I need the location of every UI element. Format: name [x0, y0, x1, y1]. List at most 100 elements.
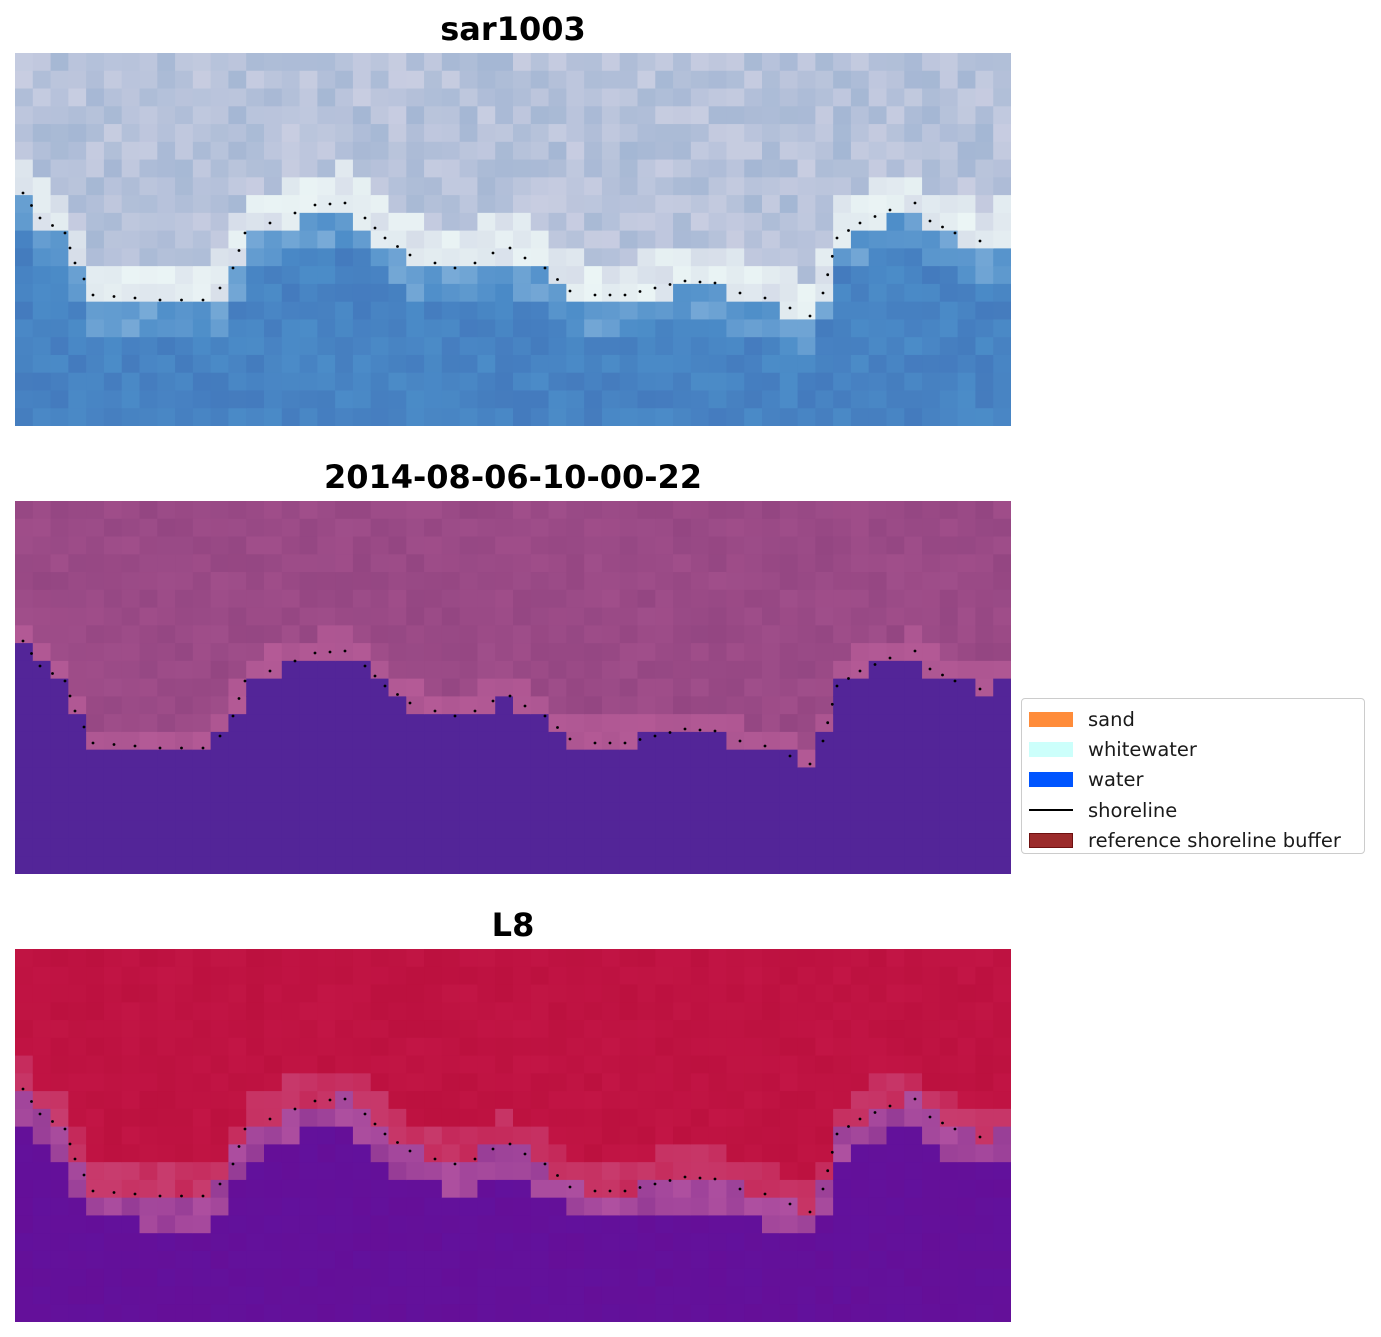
image-pixel: [139, 372, 158, 392]
image-pixel: [103, 643, 123, 662]
image-pixel: [886, 248, 905, 267]
image-pixel: [139, 1233, 158, 1252]
image-pixel: [352, 230, 372, 249]
image-pixel: [281, 1144, 301, 1163]
image-pixel: [815, 714, 834, 733]
image-pixel: [957, 390, 977, 409]
image-pixel: [388, 572, 407, 591]
image-pixel: [299, 283, 318, 303]
image-pixel: [32, 572, 52, 591]
image-pixel: [406, 1233, 425, 1252]
image-pixel: [797, 230, 816, 249]
image-pixel: [939, 1286, 959, 1305]
image-pixel: [210, 124, 230, 143]
image-pixel: [157, 283, 176, 303]
image-pixel: [708, 408, 728, 426]
image-pixel: [548, 1073, 567, 1092]
image-pixel: [477, 283, 496, 303]
image-pixel: [850, 230, 870, 249]
image-pixel: [566, 1091, 585, 1110]
image-pixel: [86, 749, 105, 769]
image-pixel: [690, 554, 710, 573]
image-pixel: [833, 1162, 852, 1181]
image-pixel: [886, 1215, 905, 1234]
image-pixel: [32, 1055, 52, 1074]
image-pixel: [797, 536, 816, 555]
image-pixel: [886, 1268, 905, 1288]
image-pixel: [566, 1304, 585, 1322]
image-pixel: [619, 1091, 639, 1110]
shoreline-point: [543, 714, 547, 718]
image-pixel: [281, 301, 301, 321]
image-pixel: [797, 856, 816, 874]
image-pixel: [530, 820, 550, 840]
image-pixel: [779, 266, 799, 285]
image-pixel: [32, 1162, 52, 1181]
image-pixel: [850, 1073, 870, 1092]
image-pixel: [299, 607, 318, 626]
image-pixel: [264, 1179, 283, 1199]
image-pixel: [690, 390, 710, 409]
image-pixel: [370, 1020, 390, 1039]
image-pixel: [619, 319, 639, 338]
image-pixel: [192, 1250, 212, 1270]
image-pixel: [157, 1250, 176, 1270]
image-pixel: [228, 625, 247, 644]
image-pixel: [655, 1250, 674, 1270]
image-pixel: [993, 1091, 1011, 1110]
image-pixel: [50, 714, 69, 733]
shoreline-point: [201, 1194, 205, 1198]
image-pixel: [228, 984, 247, 1003]
image-pixel: [406, 838, 425, 857]
image-pixel: [228, 1020, 247, 1039]
image-pixel: [192, 88, 212, 107]
image-pixel: [815, 53, 834, 72]
image-pixel: [424, 1197, 443, 1217]
image-pixel: [103, 337, 123, 356]
image-pixel: [299, 390, 318, 409]
image-pixel: [86, 536, 105, 555]
image-pixel: [690, 1197, 710, 1217]
image-pixel: [619, 949, 639, 968]
image-pixel: [68, 984, 87, 1003]
image-pixel: [317, 785, 336, 804]
image-pixel: [281, 141, 301, 161]
image-pixel: [655, 1073, 674, 1092]
image-pixel: [68, 966, 87, 986]
image-pixel: [673, 984, 692, 1003]
image-pixel: [815, 106, 834, 125]
image-pixel: [637, 319, 656, 338]
image-pixel: [548, 195, 567, 214]
image-pixel: [939, 1144, 959, 1163]
image-pixel: [850, 820, 870, 840]
shoreline-point: [847, 677, 850, 680]
image-pixel: [495, 572, 514, 591]
image-pixel: [139, 1020, 158, 1039]
image-pixel: [228, 1055, 247, 1074]
image-pixel: [833, 1091, 852, 1110]
image-pixel: [850, 408, 870, 426]
image-pixel: [708, 372, 728, 392]
image-pixel: [513, 1162, 532, 1181]
image-pixel: [86, 390, 105, 409]
image-pixel: [850, 390, 870, 409]
image-pixel: [762, 589, 781, 609]
image-pixel: [299, 749, 318, 769]
image-pixel: [530, 408, 550, 426]
image-pixel: [975, 1108, 994, 1128]
image-pixel: [637, 1020, 656, 1039]
image-pixel: [833, 1055, 852, 1074]
image-pixel: [477, 70, 496, 90]
image-pixel: [192, 354, 212, 374]
image-pixel: [352, 949, 372, 968]
image-pixel: [548, 124, 567, 143]
image-pixel: [495, 518, 514, 538]
image-pixel: [690, 1091, 710, 1110]
image-pixel: [530, 106, 550, 125]
image-pixel: [762, 714, 781, 733]
image-pixel: [619, 106, 639, 125]
image-pixel: [833, 1215, 852, 1234]
image-pixel: [228, 1286, 247, 1305]
image-pixel: [388, 1037, 407, 1057]
image-pixel: [850, 266, 870, 285]
